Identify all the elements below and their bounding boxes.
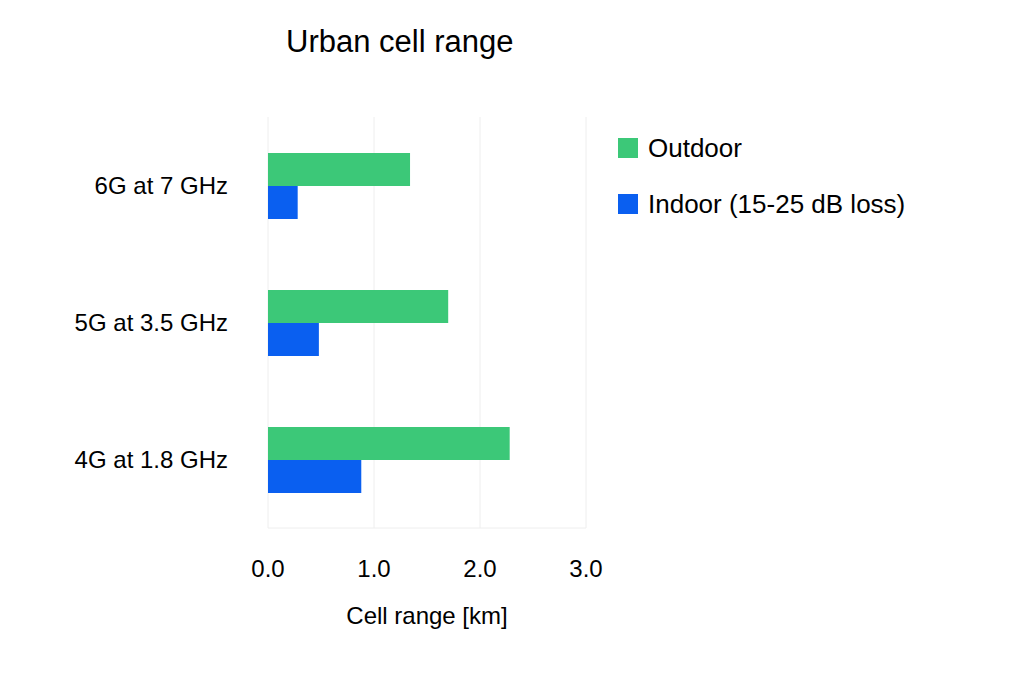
svg-text:2.0: 2.0 bbox=[463, 555, 496, 582]
html-text:Indoor (15-25 dB loss): Indoor (15-25 dB loss) bbox=[648, 188, 906, 219]
html-text:Urban cell range: Urban cell range bbox=[286, 24, 514, 59]
svg-text:1.0: 1.0 bbox=[357, 555, 390, 582]
svg-text:4G at 1.8 GHz: 4G at 1.8 GHz bbox=[75, 446, 228, 473]
html-text:Outdoor: Outdoor bbox=[648, 132, 742, 163]
svg-text:Cell range [km]: Cell range [km] bbox=[346, 602, 507, 629]
svg-text:3.0: 3.0 bbox=[569, 555, 602, 582]
svg-text:5G at 3.5 GHz: 5G at 3.5 GHz bbox=[75, 309, 228, 336]
svg-text:6G at 7 GHz: 6G at 7 GHz bbox=[95, 172, 228, 199]
svg-text:0.0: 0.0 bbox=[251, 555, 284, 582]
